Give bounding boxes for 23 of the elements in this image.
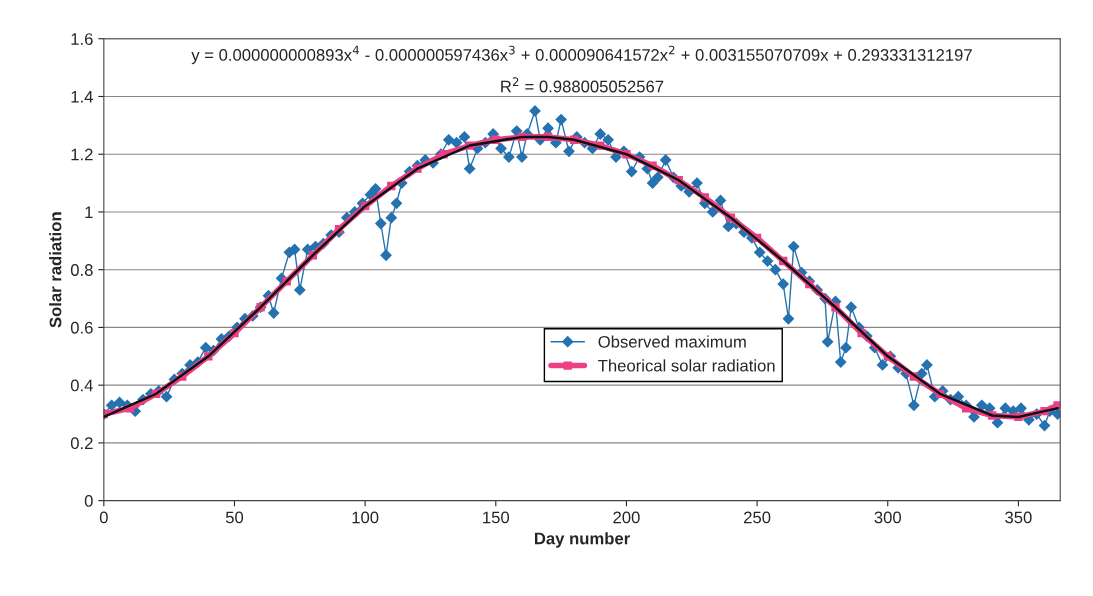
y-tick-label: 0 bbox=[84, 495, 93, 507]
y-tick-label: 0.4 bbox=[70, 379, 93, 392]
x-tick-label: 350 bbox=[1005, 511, 1032, 524]
y-tick-label: 1.4 bbox=[71, 91, 93, 103]
x-tick-label: 250 bbox=[744, 511, 771, 524]
y-axis-title: Solar radiation bbox=[49, 212, 62, 328]
x-tick-label: 50 bbox=[225, 511, 244, 524]
y-tick-label: 0.8 bbox=[70, 264, 93, 276]
y-tick-label: 1 bbox=[85, 206, 93, 218]
x-tick-label: 200 bbox=[613, 511, 640, 524]
x-tick-label: 0 bbox=[99, 511, 108, 524]
x-tick-label: 150 bbox=[483, 511, 510, 524]
legend-label: Observed maximum bbox=[598, 335, 746, 348]
annotation: y = 0.000000000893x$^{4}$ - 0.000000597436x$^{3}$ + 0.000090641572x$^{2}$ + 0.003155070709x + 0.293331312197 bbox=[191, 45, 972, 65]
x-tick-label: 300 bbox=[874, 511, 901, 524]
x-axis-title: Day number bbox=[534, 532, 630, 548]
y-tick-label: 1.6 bbox=[71, 33, 93, 45]
y-tick-label: 0.2 bbox=[70, 437, 93, 450]
legend-label: Theorical solar radiation bbox=[598, 359, 775, 372]
y-tick-label: 1.2 bbox=[71, 148, 93, 161]
x-tick-label: 100 bbox=[352, 511, 379, 524]
y-tick-label: 0.6 bbox=[70, 321, 93, 334]
annotation: R$^{2}$ = 0.988005052567 bbox=[501, 77, 664, 93]
